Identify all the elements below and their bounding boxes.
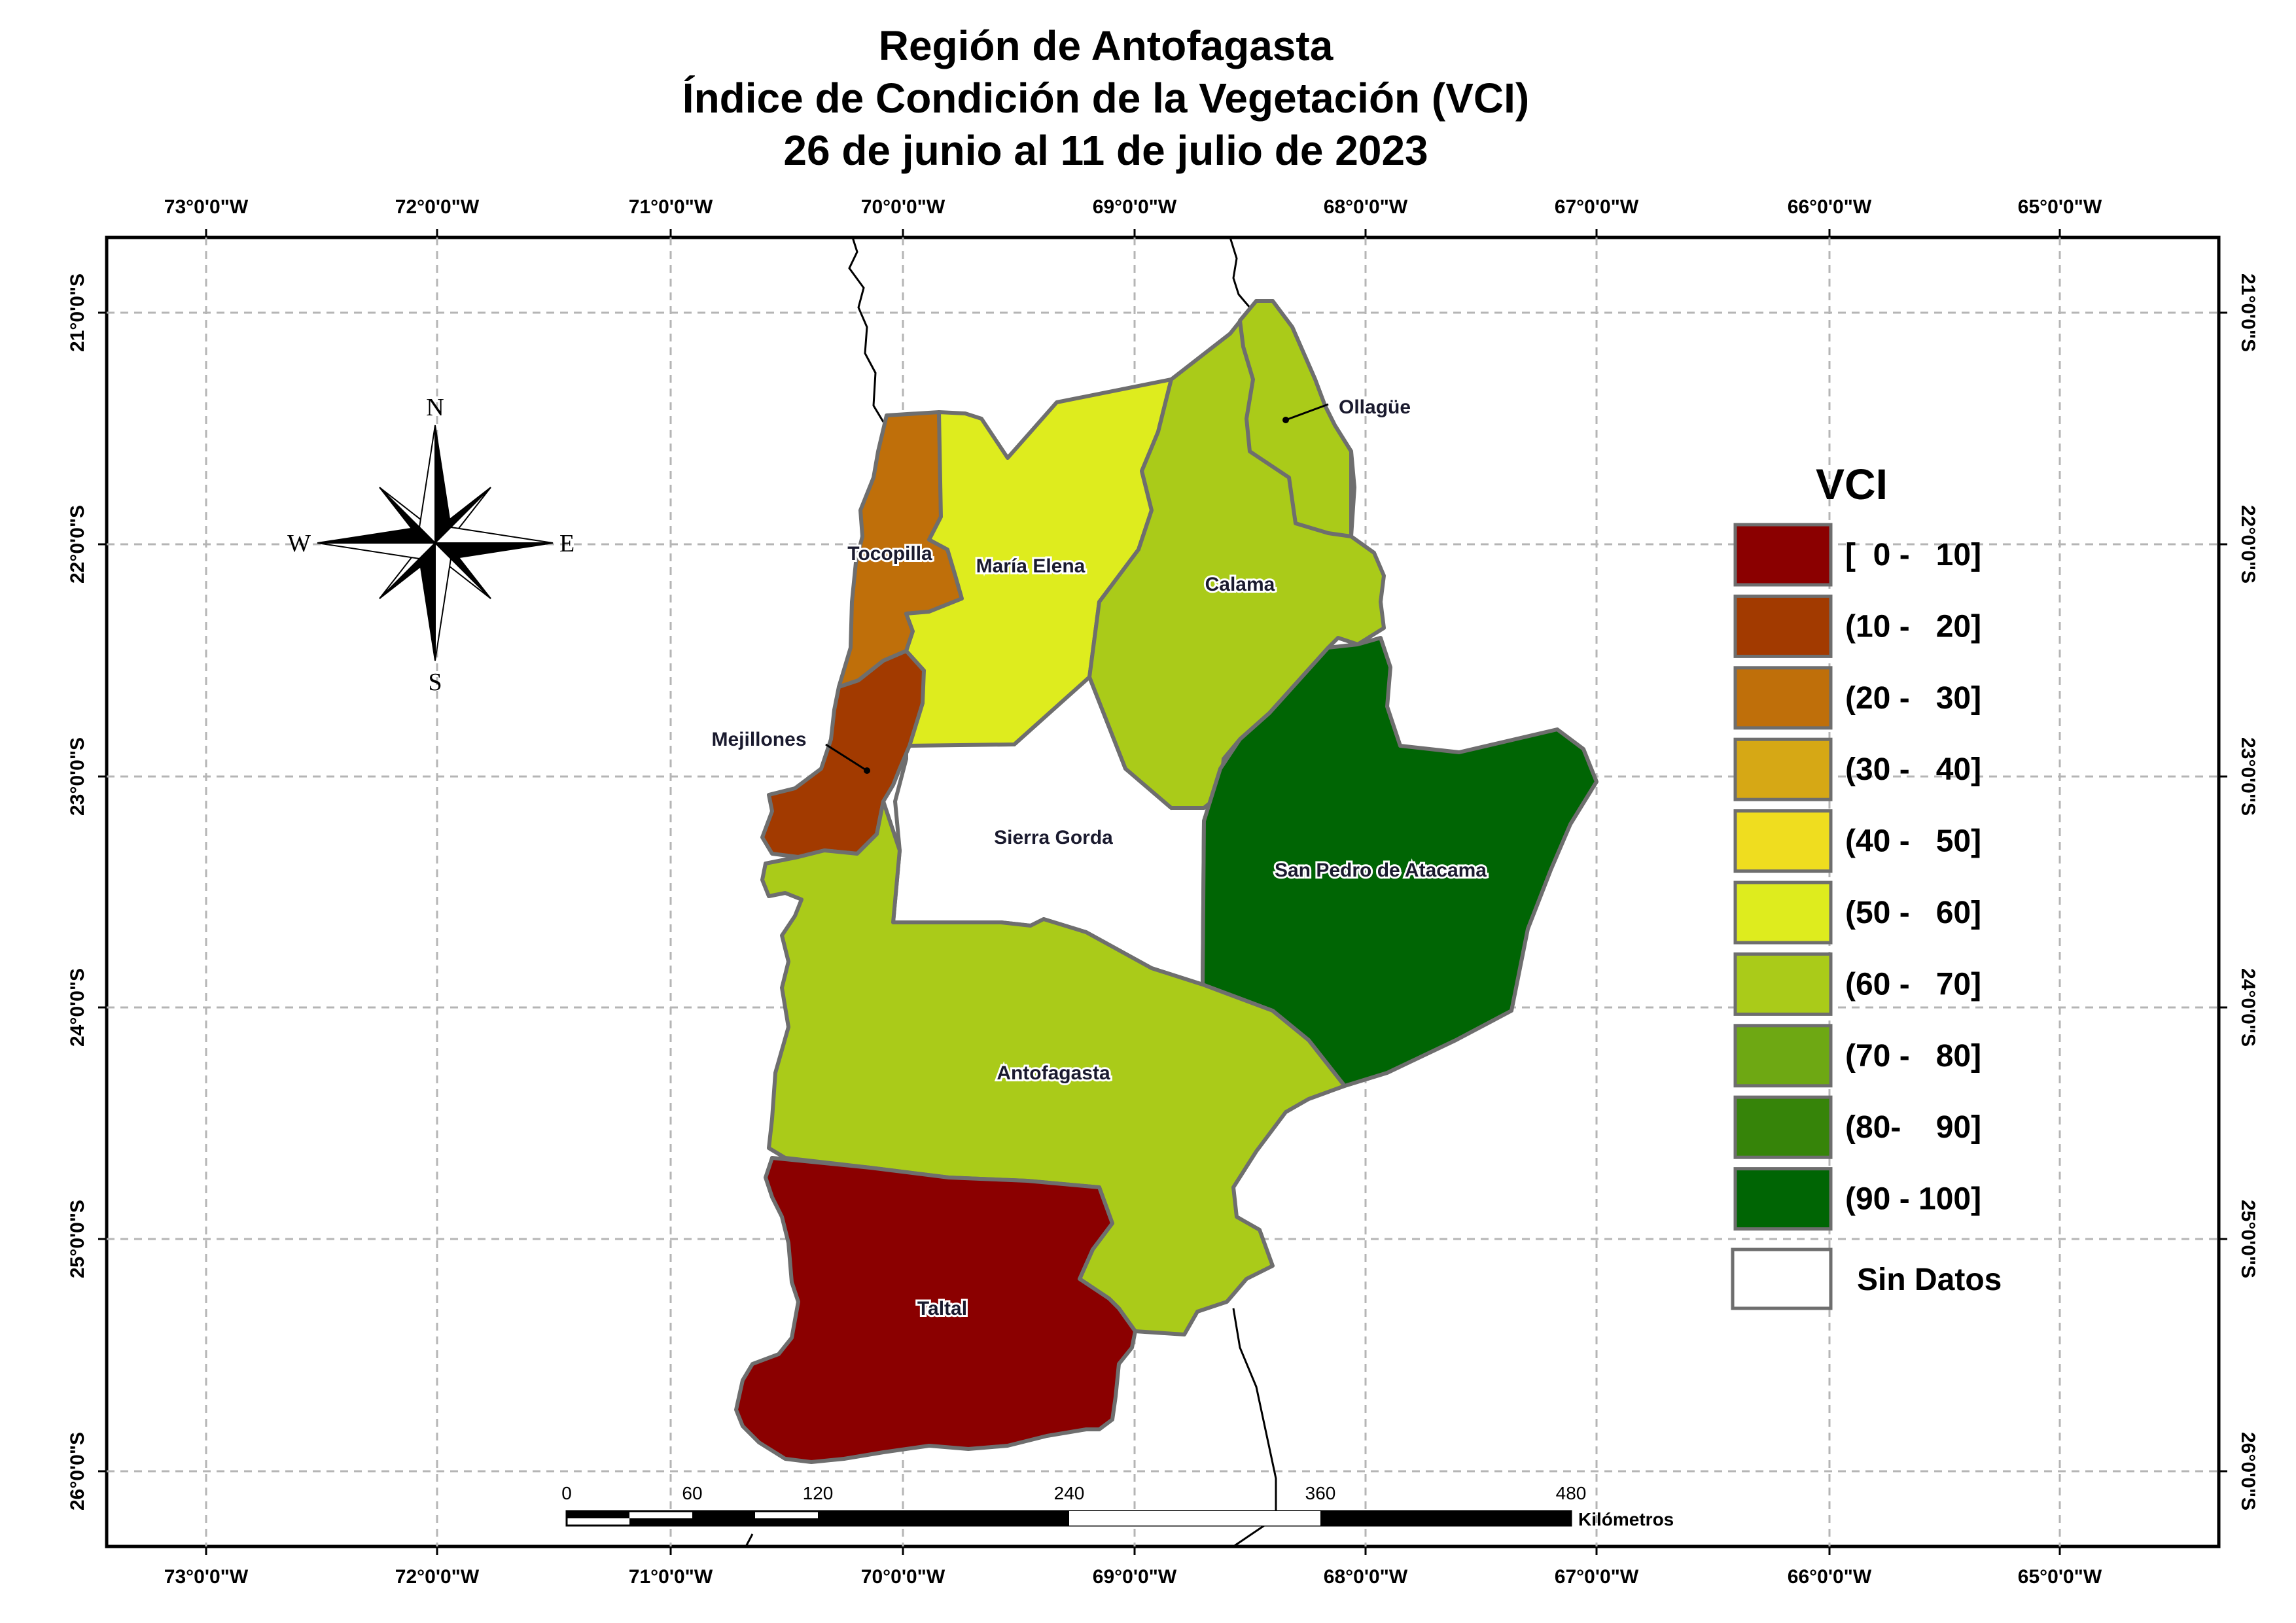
label-tocopilla: Tocopilla	[847, 543, 932, 565]
title-index: Índice de Condición de la Vegetación (VC…	[682, 75, 1530, 122]
lat-label: 23°0'0"S	[2237, 737, 2259, 816]
legend-swatch	[1733, 1167, 1833, 1231]
label-san-pedro: San Pedro de Atacama	[1275, 860, 1487, 881]
map-title: Región de Antofagasta Índice de Condició…	[0, 20, 2212, 177]
ollague-point	[1282, 417, 1289, 423]
commune-taltal[interactable]	[734, 1156, 1137, 1464]
compass-n: N	[426, 394, 444, 421]
label-ollague: Ollagüe	[1339, 396, 1411, 418]
lon-labels-bottom: 73°0'0"W 72°0'0"W 71°0'0"W 70°0'0"W 69°0…	[164, 1566, 2102, 1588]
map-frame	[105, 236, 2221, 1548]
lon-label: 73°0'0"W	[164, 1566, 249, 1588]
communes	[734, 299, 1598, 1464]
legend-swatch	[1733, 881, 1833, 945]
lon-label: 66°0'0"W	[1788, 1566, 1872, 1588]
lon-labels-top: 73°0'0"W 72°0'0"W 71°0'0"W 70°0'0"W 69°0…	[164, 196, 2102, 218]
lat-label: 22°0'0"S	[2237, 505, 2259, 584]
lat-labels-right: 21°0'0"S 22°0'0"S 23°0'0"S 24°0'0"S 25°0…	[2237, 273, 2259, 1510]
legend-title: VCI	[1816, 460, 1888, 508]
mejillones-point	[864, 767, 870, 774]
legend-label: (50 - 60]	[1845, 896, 1981, 930]
legend-label: (20 - 30]	[1845, 681, 1981, 716]
lat-label: 25°0'0"S	[2237, 1200, 2259, 1278]
lat-label: 25°0'0"S	[67, 1200, 88, 1278]
compass-w: W	[287, 530, 311, 557]
lat-label: 24°0'0"S	[67, 968, 88, 1047]
legend-label: (40 - 50]	[1845, 824, 1981, 859]
legend-label: (90 - 100]	[1845, 1182, 1981, 1217]
compass-star-icon	[317, 425, 554, 661]
lat-label: 21°0'0"S	[67, 273, 88, 352]
legend-items: [ 0 - 10] (10 - 20] (20 - 30] (30 - 40] (40 …	[1733, 523, 1981, 1231]
label-mejillones: Mejillones	[711, 729, 806, 750]
lat-label: 22°0'0"S	[67, 505, 88, 584]
lat-label: 26°0'0"S	[67, 1432, 88, 1510]
commune-ollague[interactable]	[1238, 299, 1353, 538]
legend-label-no-data: Sin Datos	[1857, 1263, 2002, 1297]
lat-label: 23°0'0"S	[67, 737, 88, 816]
lon-label: 71°0'0"W	[629, 196, 713, 218]
lon-label: 66°0'0"W	[1788, 196, 1872, 218]
lon-label: 70°0'0"W	[861, 1566, 945, 1588]
legend-label: (70 - 80]	[1845, 1039, 1981, 1073]
legend-swatch	[1733, 1095, 1833, 1159]
lon-label: 69°0'0"W	[1093, 196, 1177, 218]
scale-unit: Kilómetros	[1578, 1509, 1674, 1529]
lon-label: 65°0'0"W	[2018, 196, 2102, 218]
lon-label: 67°0'0"W	[1555, 1566, 1639, 1588]
label-taltal: Taltal	[917, 1298, 967, 1319]
legend-label: (30 - 40]	[1845, 752, 1981, 787]
legend-swatch-no-data	[1731, 1248, 1833, 1310]
lon-label: 70°0'0"W	[861, 196, 945, 218]
scale-tick: 120	[803, 1483, 834, 1503]
lon-label: 65°0'0"W	[2018, 1566, 2102, 1588]
label-calama: Calama	[1205, 574, 1275, 595]
commune-san-pedro[interactable]	[1201, 636, 1598, 1088]
lon-label: 73°0'0"W	[164, 196, 249, 218]
label-sierra-gorda: Sierra Gorda	[994, 827, 1113, 848]
lat-label: 21°0'0"S	[2237, 273, 2259, 352]
scale-tick: 0	[561, 1483, 572, 1503]
legend-swatch	[1733, 666, 1833, 730]
scale-bar: 0 60 120 240 360 480 Kilómetros	[561, 1483, 1674, 1529]
legend: VCI [ 0 - 10] (10 - 20] (20 - 30] (30 - 40]…	[1731, 460, 2002, 1310]
lon-label: 72°0'0"W	[395, 196, 480, 218]
lat-label: 24°0'0"S	[2237, 968, 2259, 1047]
legend-label: [ 0 - 10]	[1845, 538, 1981, 572]
frame-ticks	[98, 229, 2227, 1555]
legend-swatch	[1733, 737, 1833, 801]
scale-tick: 60	[682, 1483, 702, 1503]
lat-labels-left: 21°0'0"S 22°0'0"S 23°0'0"S 24°0'0"S 25°0…	[67, 273, 88, 1510]
commune-labels: Ollagüe Tocopilla María Elena Calama Mej…	[709, 394, 1489, 1321]
label-maria-elena: María Elena	[976, 555, 1086, 577]
commune-maria-elena[interactable]	[904, 377, 1173, 748]
legend-swatch	[1733, 809, 1833, 873]
lon-label: 68°0'0"W	[1324, 1566, 1408, 1588]
scale-tick: 360	[1305, 1483, 1336, 1503]
legend-label: (10 - 20]	[1845, 609, 1981, 644]
lon-label: 71°0'0"W	[629, 1566, 713, 1588]
title-region: Región de Antofagasta	[878, 22, 1333, 69]
legend-swatch	[1733, 594, 1833, 658]
legend-swatch	[1733, 952, 1833, 1016]
compass-rose: N S E W	[287, 394, 574, 696]
scale-tick: 240	[1054, 1483, 1085, 1503]
legend-swatch	[1733, 523, 1833, 587]
legend-label: (80- 90]	[1845, 1110, 1981, 1145]
legend-swatch	[1733, 1024, 1833, 1088]
compass-e: E	[559, 530, 574, 557]
compass-s: S	[428, 669, 442, 696]
lon-label: 72°0'0"W	[395, 1566, 480, 1588]
title-dates: 26 de junio al 11 de julio de 2023	[783, 127, 1428, 174]
commune-mejillones[interactable]	[760, 649, 926, 859]
scale-tick: 480	[1556, 1483, 1587, 1503]
lat-label: 26°0'0"S	[2237, 1432, 2259, 1510]
label-antofagasta: Antofagasta	[997, 1062, 1110, 1084]
lon-label: 67°0'0"W	[1555, 196, 1639, 218]
leader-lines	[825, 403, 1329, 772]
lon-label: 68°0'0"W	[1324, 196, 1408, 218]
lon-label: 69°0'0"W	[1093, 1566, 1177, 1588]
legend-label: (60 - 70]	[1845, 967, 1981, 1002]
